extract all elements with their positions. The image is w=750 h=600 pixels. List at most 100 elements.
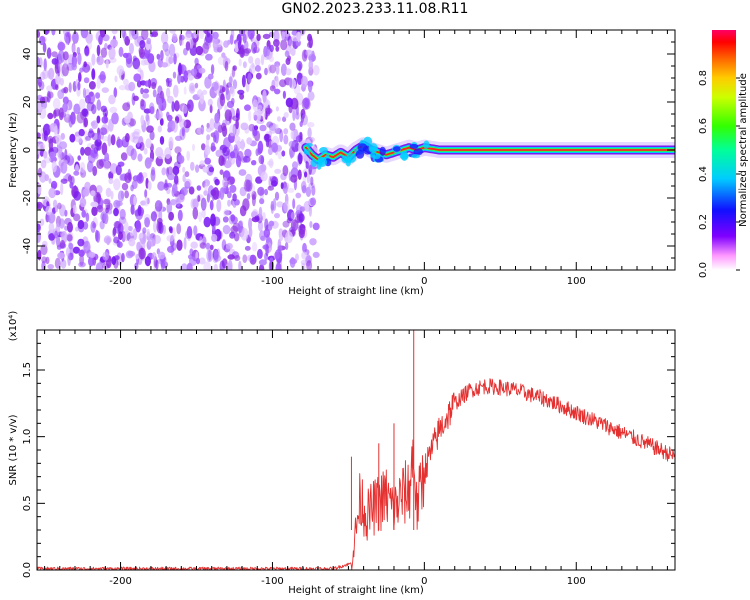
- noise-speckle: [219, 187, 225, 200]
- noise-speckle: [304, 171, 308, 178]
- noise-speckle: [117, 190, 125, 202]
- noise-speckle: [109, 163, 118, 174]
- noise-speckle: [171, 101, 175, 113]
- noise-speckle: [206, 127, 212, 133]
- noise-speckle: [80, 146, 85, 156]
- noise-speckle: [167, 127, 172, 133]
- noise-speckle: [201, 208, 206, 219]
- noise-speckle: [124, 221, 129, 233]
- noise-speckle: [181, 104, 188, 114]
- noise-speckle: [229, 34, 234, 45]
- noise-speckle: [108, 118, 114, 132]
- noise-speckle: [260, 54, 265, 66]
- colorbar-gradient: [712, 30, 736, 270]
- noise-speckle: [298, 131, 303, 144]
- signal-track: [297, 136, 675, 170]
- noise-speckle: [226, 191, 232, 199]
- noise-speckle: [177, 193, 185, 203]
- noise-speckle: [276, 201, 284, 208]
- noise-speckle: [67, 174, 73, 183]
- noise-speckle: [233, 232, 240, 242]
- noise-speckle: [95, 92, 101, 99]
- noise-speckle: [96, 141, 102, 151]
- noise-speckle: [290, 174, 298, 183]
- noise-speckle: [161, 167, 167, 176]
- noise-speckle: [110, 190, 114, 200]
- noise-speckle: [251, 62, 255, 69]
- noise-speckle: [182, 166, 186, 173]
- noise-speckle: [72, 246, 80, 254]
- noise-speckle: [113, 220, 122, 229]
- noise-speckle: [127, 225, 133, 232]
- signal-blob: [400, 150, 409, 161]
- noise-speckle: [73, 103, 81, 115]
- spectrogram-xtick-label: 100: [567, 276, 586, 287]
- noise-speckle: [86, 101, 95, 112]
- noise-speckle: [125, 133, 130, 143]
- noise-speckle: [91, 206, 98, 217]
- noise-speckle: [80, 162, 86, 173]
- noise-speckle: [264, 218, 269, 231]
- noise-speckle: [135, 254, 140, 260]
- noise-speckle: [268, 31, 275, 37]
- noise-speckle: [223, 209, 230, 217]
- noise-speckle: [295, 192, 302, 199]
- noise-speckle: [133, 195, 137, 206]
- noise-speckle: [173, 84, 179, 98]
- noise-speckle: [78, 249, 85, 257]
- noise-speckle: [296, 60, 303, 71]
- noise-speckle: [96, 56, 101, 63]
- signal-blob: [423, 140, 430, 149]
- noise-speckle: [203, 261, 211, 270]
- noise-speckles: [37, 30, 320, 270]
- noise-speckle: [248, 217, 253, 231]
- noise-speckle: [248, 110, 252, 122]
- noise-speckle: [248, 123, 256, 132]
- spectrogram-ytick-label: -40: [22, 238, 33, 254]
- noise-speckle: [165, 87, 171, 98]
- spectrogram-xtick-label: 0: [421, 276, 427, 287]
- noise-speckle: [59, 240, 66, 249]
- noise-speckle: [68, 82, 72, 93]
- noise-speckle: [272, 198, 277, 211]
- noise-speckle: [235, 112, 239, 119]
- noise-speckle: [106, 202, 113, 211]
- noise-speckle: [120, 152, 128, 161]
- noise-speckle: [156, 53, 161, 60]
- noise-speckle: [60, 259, 67, 269]
- noise-speckle: [133, 73, 141, 82]
- noise-speckle: [144, 196, 149, 207]
- noise-speckle: [222, 224, 231, 235]
- noise-speckle: [229, 184, 237, 193]
- noise-speckle: [212, 31, 219, 40]
- noise-speckle: [69, 133, 76, 143]
- noise-speckle: [306, 172, 311, 184]
- noise-speckle: [213, 249, 219, 263]
- noise-speckle: [204, 145, 211, 156]
- noise-speckle: [254, 57, 261, 67]
- noise-speckle: [149, 106, 155, 115]
- noise-speckle: [234, 43, 239, 53]
- noise-speckle: [170, 199, 177, 206]
- noise-speckle: [246, 137, 253, 145]
- noise-speckle: [132, 228, 138, 241]
- noise-speckle: [274, 213, 280, 219]
- noise-speckle: [116, 65, 125, 76]
- noise-speckle: [267, 160, 274, 166]
- noise-speckle: [256, 33, 261, 42]
- noise-speckle: [243, 179, 251, 192]
- noise-speckle: [76, 46, 81, 55]
- noise-speckle: [47, 264, 54, 270]
- noise-speckle: [261, 107, 267, 121]
- noise-speckle: [209, 104, 213, 114]
- noise-speckle: [59, 141, 68, 150]
- noise-speckle: [211, 81, 219, 91]
- noise-speckle: [229, 151, 236, 159]
- noise-speckle: [62, 51, 69, 61]
- noise-speckle: [128, 118, 136, 127]
- noise-speckle: [242, 198, 250, 211]
- noise-speckle: [309, 238, 317, 246]
- noise-speckle: [62, 102, 68, 113]
- noise-speckle: [189, 256, 197, 267]
- noise-speckle: [111, 30, 118, 35]
